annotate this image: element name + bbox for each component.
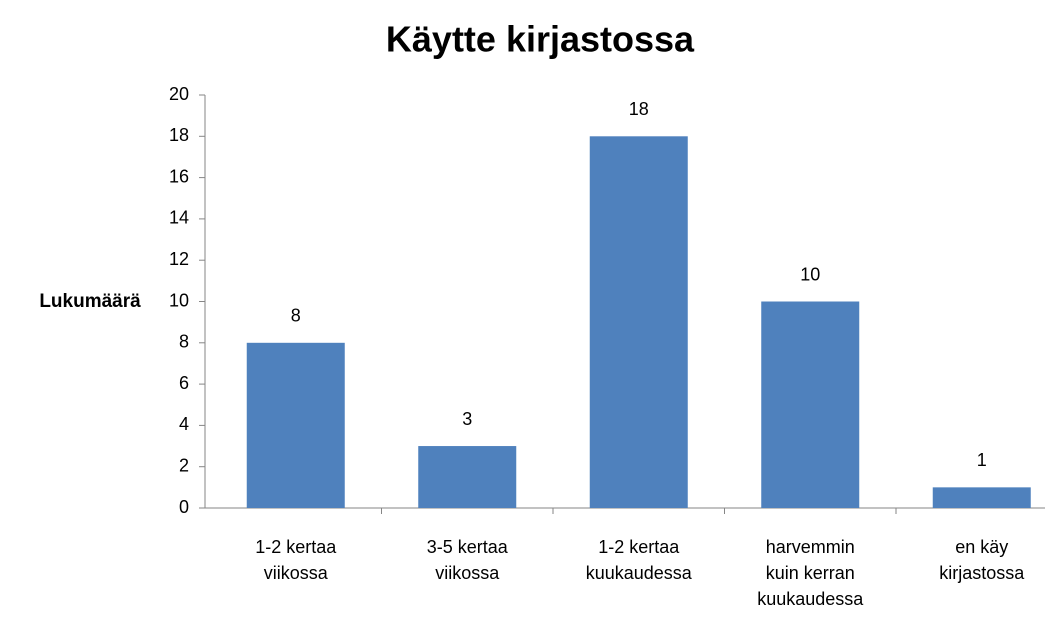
y-tick-label: 18: [169, 125, 189, 145]
x-tick-label: harvemmin kuin kerran kuukaudessa: [757, 537, 864, 609]
x-tick-label: 1-2 kertaa viikossa: [255, 537, 337, 583]
y-tick-label: 20: [169, 84, 189, 104]
bar: [932, 487, 1031, 508]
value-label: 3: [462, 409, 472, 429]
bar: [761, 301, 860, 508]
y-tick-label: 6: [179, 373, 189, 393]
y-tick-label: 0: [179, 497, 189, 517]
bar: [246, 342, 345, 508]
y-tick-label: 8: [179, 332, 189, 352]
y-tick-label: 14: [169, 208, 189, 228]
value-label: 18: [629, 99, 649, 119]
value-label: 10: [800, 264, 820, 284]
y-tick-label: 16: [169, 166, 189, 186]
y-axis-label: Lukumäärä: [39, 291, 141, 312]
bar: [589, 136, 688, 509]
y-tick-label: 12: [169, 249, 189, 269]
x-tick-label: en käy kirjastossa: [939, 537, 1025, 583]
value-label: 8: [291, 306, 301, 326]
y-tick-label: 2: [179, 455, 189, 475]
y-tick-label: 4: [179, 414, 189, 434]
value-label: 1: [977, 450, 987, 470]
chart-title: Käytte kirjastossa: [386, 19, 695, 60]
bar: [418, 446, 517, 508]
x-tick-label: 1-2 kertaa kuukaudessa: [586, 537, 693, 583]
x-tick-label: 3-5 kertaa viikossa: [427, 537, 509, 583]
y-tick-label: 10: [169, 290, 189, 310]
